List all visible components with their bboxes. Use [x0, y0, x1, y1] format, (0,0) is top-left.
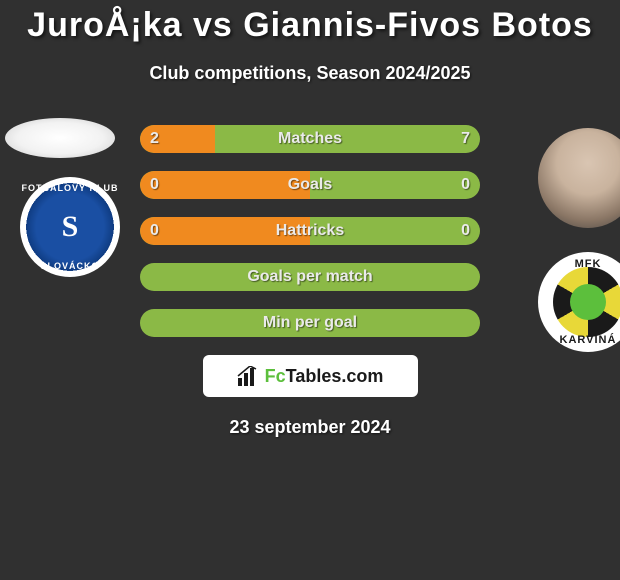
brand-text: FcTables.com	[265, 366, 384, 387]
stat-row-hattricks: 0 Hattricks 0	[140, 217, 480, 245]
stat-goals-left: 0	[150, 171, 159, 199]
club-left-ring-top: FOTBALOVÝ KLUB	[20, 183, 120, 193]
player-left-avatar	[5, 118, 115, 158]
stat-goals-right: 0	[461, 171, 470, 199]
page-subtitle: Club competitions, Season 2024/2025	[0, 63, 620, 84]
stat-gpm-label: Goals per match	[247, 268, 372, 286]
stat-matches-right: 7	[461, 125, 470, 153]
club-right-inner	[553, 267, 620, 337]
stat-matches-label: Matches	[278, 130, 342, 148]
club-left-ring-bottom: SLOVÁCKO	[20, 261, 120, 271]
brand-suffix: Tables.com	[286, 366, 384, 386]
bar-chart-icon	[237, 366, 259, 386]
player-right-avatar	[538, 128, 620, 228]
page-title: JuroÅ¡ka vs Giannis-Fivos Botos	[0, 0, 620, 45]
stat-hattricks-label: Hattricks	[276, 222, 344, 240]
stat-goals-label: Goals	[288, 176, 332, 194]
footer-date: 23 september 2024	[140, 417, 480, 438]
stats-container: 2 Matches 7 0 Goals 0 0 Hattricks 0 Goal…	[140, 125, 480, 438]
stat-row-goals: 0 Goals 0	[140, 171, 480, 199]
stat-mpg-label: Min per goal	[263, 314, 357, 332]
club-left-badge: FOTBALOVÝ KLUB SLOVÁCKO	[20, 177, 120, 277]
stat-row-mpg: Min per goal	[140, 309, 480, 337]
club-right-badge: MFK KARVINÁ	[538, 252, 620, 352]
stat-row-matches: 2 Matches 7	[140, 125, 480, 153]
stat-row-gpm: Goals per match	[140, 263, 480, 291]
brand-box[interactable]: FcTables.com	[203, 355, 418, 397]
club-right-arc-bottom: KARVINÁ	[538, 334, 620, 346]
stat-matches-left: 2	[150, 125, 159, 153]
brand-prefix: Fc	[265, 366, 286, 386]
stat-hattricks-left: 0	[150, 217, 159, 245]
stat-hattricks-right: 0	[461, 217, 470, 245]
